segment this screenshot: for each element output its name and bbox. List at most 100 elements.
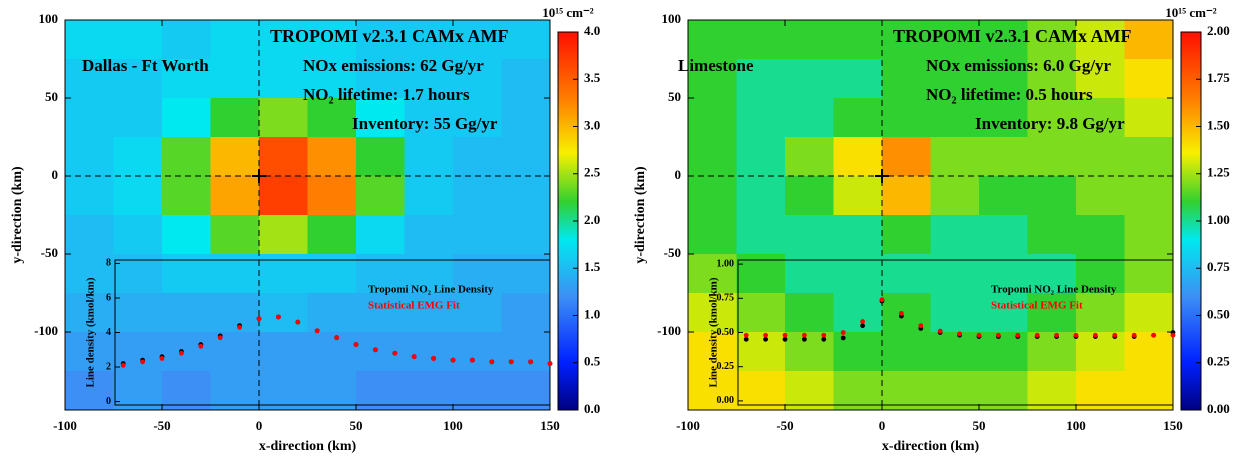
heatmap-cell: [162, 176, 211, 216]
heatmap-cell: [404, 332, 454, 372]
panel: -100 -50 0 50 100 150 -100 -50 0 50 100 x-direction…: [633, 5, 1230, 454]
x-tick-label: -50: [153, 418, 170, 433]
heatmap-cell: [833, 293, 883, 333]
heatmap-cell: [882, 254, 931, 294]
data-point: [1054, 332, 1059, 338]
data-point: [159, 355, 165, 361]
heatmap-cell: [259, 254, 308, 294]
heatmap-cell: [785, 254, 834, 294]
data-point: [392, 350, 398, 356]
heatmap-cell: [785, 293, 834, 333]
heatmap-cell: [210, 215, 260, 255]
data-point: [276, 314, 281, 320]
heatmap-cell: [65, 59, 114, 99]
data-point: [198, 343, 204, 349]
chart-title: TROPOMI v2.3.1 CAMx AMF: [893, 26, 1131, 46]
heatmap-cell: [404, 176, 454, 216]
inset-y-axis-label: Line density (kmol/km): [708, 277, 720, 387]
heatmap-cell: [501, 332, 550, 372]
heatmap-cell: [979, 98, 1028, 138]
heatmap-cell: [453, 137, 502, 177]
heatmap-cell: [785, 176, 834, 216]
data-point: [840, 335, 846, 341]
heatmap-cell: [785, 59, 834, 99]
heatmap-cell: [979, 371, 1028, 410]
heatmap-cell: [833, 20, 883, 60]
data-point: [508, 359, 514, 365]
heatmap-cell: [688, 176, 737, 216]
heatmap: [65, 20, 550, 410]
heatmap-cell: [453, 98, 502, 138]
data-point: [237, 324, 243, 330]
data-point: [1170, 332, 1176, 338]
heatmap-cell: [833, 215, 883, 255]
data-point: [918, 323, 924, 329]
data-point: [528, 359, 533, 365]
annotation: Inventory: 9.8 Gg/yr: [975, 114, 1125, 133]
heatmap-cell: [162, 20, 211, 60]
data-point: [821, 336, 827, 342]
heatmap-cell: [113, 254, 163, 294]
data-point: [1093, 332, 1098, 338]
data-point: [1112, 332, 1118, 338]
y-tick-label: -100: [34, 323, 58, 338]
x-tick-label: -100: [676, 418, 700, 433]
heatmap-cell: [930, 98, 980, 138]
heatmap-cell: [65, 215, 114, 255]
data-point: [976, 332, 982, 338]
heatmap-cell: [930, 254, 980, 294]
heatmap-cell: [930, 215, 980, 255]
heatmap-cell: [453, 176, 502, 216]
inset-y-tick-label: 2: [106, 361, 111, 372]
x-axis-label: x-direction (km): [882, 439, 980, 454]
heatmap-cell: [736, 98, 786, 138]
heatmap-cell: [404, 215, 454, 255]
heatmap-cell: [259, 137, 308, 177]
annotation: NO₂ lifetime: 0.5 hours: [926, 85, 1093, 104]
heatmap-cell: [930, 20, 980, 60]
heatmap-cell: [1076, 98, 1125, 138]
heatmap-cell: [501, 254, 550, 294]
heatmap-cell: [736, 176, 786, 216]
heatmap-cell: [356, 293, 405, 333]
heatmap-cell: [113, 137, 163, 177]
heatmap-cell: [688, 293, 737, 333]
heatmap-cell: [356, 137, 405, 177]
heatmap-cell: [210, 371, 260, 410]
heatmap-cell: [307, 137, 357, 177]
heatmap-cell: [65, 371, 114, 410]
heatmap-cell: [688, 371, 737, 410]
heatmap-cell: [1076, 293, 1125, 333]
heatmap-cell: [162, 215, 211, 255]
colorbar-tick-label: 0.0: [584, 401, 600, 416]
heatmap-cell: [65, 20, 114, 60]
heatmap-cell: [979, 254, 1028, 294]
heatmap-cell: [210, 254, 260, 294]
heatmap-cell: [882, 137, 931, 177]
heatmap-cell: [113, 176, 163, 216]
heatmap-cell: [259, 293, 308, 333]
data-point: [1034, 332, 1040, 338]
heatmap-cell: [65, 137, 114, 177]
heatmap-cell: [307, 59, 357, 99]
heatmap-cell: [1027, 332, 1077, 372]
y-tick-label: 0: [52, 167, 59, 182]
x-tick-label: 150: [540, 418, 560, 433]
heatmap-cell: [1027, 59, 1077, 99]
annotation: NOx emissions: 6.0 Gg/yr: [926, 56, 1112, 75]
heatmap-cell: [688, 59, 737, 99]
heatmap-cell: [210, 176, 260, 216]
heatmap-cell: [210, 137, 260, 177]
heatmap-cell: [1027, 293, 1077, 333]
heatmap-cell: [1076, 137, 1125, 177]
heatmap-cell: [785, 98, 834, 138]
heatmap-cell: [1124, 293, 1173, 333]
origin-marker: [252, 169, 266, 183]
data-point: [802, 332, 807, 338]
heatmap-cell: [259, 98, 308, 138]
heatmap-cell: [453, 59, 502, 99]
heatmap-cell: [882, 98, 931, 138]
legend-entry: Statistical EMG Fit: [991, 300, 1083, 312]
heatmap-cell: [356, 176, 405, 216]
